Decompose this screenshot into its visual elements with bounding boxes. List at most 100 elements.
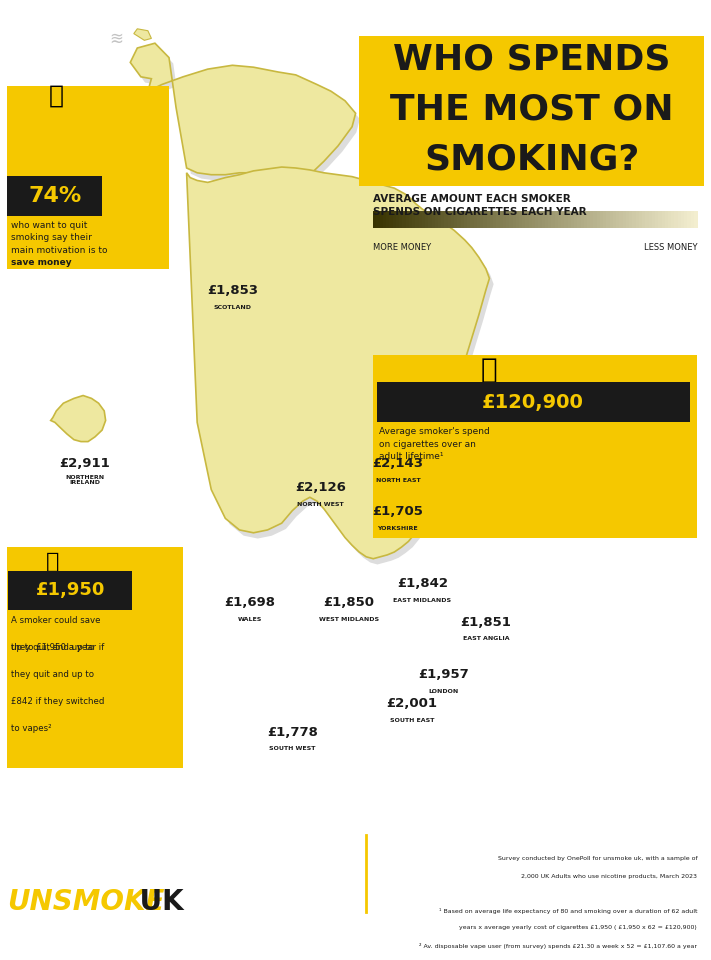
FancyBboxPatch shape (422, 211, 426, 228)
FancyBboxPatch shape (477, 211, 481, 228)
Polygon shape (134, 49, 360, 192)
Text: ¹ Based on average life expectancy of 80 and smoking over a duration of 62 adult: ¹ Based on average life expectancy of 80… (439, 908, 697, 914)
Text: 💨: 💨 (46, 552, 60, 571)
FancyBboxPatch shape (684, 211, 688, 228)
FancyBboxPatch shape (490, 211, 493, 228)
Text: ≋: ≋ (109, 30, 123, 47)
FancyBboxPatch shape (402, 211, 406, 228)
FancyBboxPatch shape (584, 211, 588, 228)
FancyBboxPatch shape (425, 211, 429, 228)
Text: £1,851: £1,851 (461, 615, 511, 629)
FancyBboxPatch shape (454, 211, 458, 228)
FancyBboxPatch shape (506, 211, 510, 228)
FancyBboxPatch shape (415, 211, 419, 228)
Text: UNSMOKE: UNSMOKE (7, 888, 164, 917)
FancyBboxPatch shape (629, 211, 633, 228)
Polygon shape (50, 396, 106, 442)
FancyBboxPatch shape (567, 211, 572, 228)
FancyBboxPatch shape (359, 36, 711, 86)
FancyBboxPatch shape (551, 211, 555, 228)
Text: Survey conducted by OnePoll for unsmoke uk, with a sample of: Survey conducted by OnePoll for unsmoke … (498, 856, 697, 861)
FancyBboxPatch shape (548, 211, 552, 228)
FancyBboxPatch shape (480, 211, 484, 228)
FancyBboxPatch shape (438, 211, 442, 228)
FancyBboxPatch shape (574, 211, 578, 228)
FancyBboxPatch shape (373, 211, 377, 228)
Text: WHO SPENDS: WHO SPENDS (393, 42, 670, 77)
Text: WEST MIDLANDS: WEST MIDLANDS (319, 616, 379, 622)
FancyBboxPatch shape (434, 211, 439, 228)
Text: UK: UK (130, 888, 184, 917)
FancyBboxPatch shape (600, 211, 604, 228)
Text: £1,842: £1,842 (397, 577, 448, 590)
FancyBboxPatch shape (509, 211, 513, 228)
FancyBboxPatch shape (409, 211, 413, 228)
FancyBboxPatch shape (603, 211, 607, 228)
FancyBboxPatch shape (606, 211, 610, 228)
FancyBboxPatch shape (581, 211, 584, 228)
Text: main motivation is to: main motivation is to (11, 246, 107, 254)
Text: AVERAGE AMOUNT EACH SMOKER
SPENDS ON CIGARETTES EACH YEAR: AVERAGE AMOUNT EACH SMOKER SPENDS ON CIG… (373, 194, 587, 217)
FancyBboxPatch shape (522, 211, 526, 228)
FancyBboxPatch shape (461, 211, 464, 228)
FancyBboxPatch shape (496, 211, 501, 228)
Text: ≋: ≋ (28, 111, 42, 129)
FancyBboxPatch shape (383, 211, 387, 228)
FancyBboxPatch shape (613, 211, 617, 228)
Text: Average smoker's spend: Average smoker's spend (379, 427, 490, 436)
Polygon shape (134, 29, 151, 40)
Text: smoking say their: smoking say their (11, 233, 92, 242)
FancyBboxPatch shape (7, 86, 169, 269)
FancyBboxPatch shape (457, 211, 461, 228)
FancyBboxPatch shape (648, 211, 653, 228)
FancyBboxPatch shape (486, 211, 491, 228)
Text: £1,950: £1,950 (36, 582, 105, 599)
FancyBboxPatch shape (678, 211, 682, 228)
Text: SCOTLAND: SCOTLAND (213, 304, 252, 310)
Text: £2,126: £2,126 (295, 481, 346, 494)
FancyBboxPatch shape (432, 211, 435, 228)
FancyBboxPatch shape (483, 211, 487, 228)
Text: NORTH WEST: NORTH WEST (297, 501, 343, 507)
FancyBboxPatch shape (542, 211, 545, 228)
FancyBboxPatch shape (503, 211, 507, 228)
Text: LONDON: LONDON (429, 688, 459, 694)
FancyBboxPatch shape (652, 211, 656, 228)
FancyBboxPatch shape (519, 211, 523, 228)
FancyBboxPatch shape (632, 211, 636, 228)
Text: YORKSHIRE: YORKSHIRE (378, 525, 418, 531)
Text: SMOKING?: SMOKING? (424, 142, 639, 177)
Text: they quit and up to: they quit and up to (11, 670, 94, 679)
FancyBboxPatch shape (597, 211, 601, 228)
FancyBboxPatch shape (380, 211, 384, 228)
FancyBboxPatch shape (535, 211, 539, 228)
Text: on cigarettes over an: on cigarettes over an (379, 440, 476, 448)
Text: adult lifetime¹: adult lifetime¹ (379, 452, 444, 461)
FancyBboxPatch shape (451, 211, 455, 228)
FancyBboxPatch shape (474, 211, 478, 228)
Text: 74%: 74% (28, 186, 82, 205)
FancyBboxPatch shape (532, 211, 536, 228)
Text: EAST MIDLANDS: EAST MIDLANDS (393, 597, 451, 603)
FancyBboxPatch shape (396, 211, 400, 228)
Polygon shape (186, 167, 489, 559)
FancyBboxPatch shape (7, 547, 183, 768)
Text: ² Av. disposable vape user (from survey) spends £21.30 a week x 52 = £1,107.60 a: ² Av. disposable vape user (from survey)… (419, 943, 697, 948)
FancyBboxPatch shape (464, 211, 468, 228)
FancyBboxPatch shape (390, 211, 393, 228)
Text: to vapes²: to vapes² (11, 724, 51, 732)
FancyBboxPatch shape (671, 211, 675, 228)
FancyBboxPatch shape (513, 211, 516, 228)
FancyBboxPatch shape (655, 211, 659, 228)
Text: £1,957: £1,957 (418, 668, 469, 682)
FancyBboxPatch shape (558, 211, 562, 228)
Text: EAST ANGLIA: EAST ANGLIA (463, 636, 509, 641)
FancyBboxPatch shape (444, 211, 449, 228)
FancyBboxPatch shape (419, 211, 422, 228)
FancyBboxPatch shape (448, 211, 451, 228)
FancyBboxPatch shape (594, 211, 597, 228)
FancyBboxPatch shape (619, 211, 624, 228)
Text: £1,705: £1,705 (373, 505, 423, 518)
Text: 2,000 UK Adults who use nicotine products, March 2023: 2,000 UK Adults who use nicotine product… (521, 874, 697, 878)
FancyBboxPatch shape (690, 211, 695, 228)
